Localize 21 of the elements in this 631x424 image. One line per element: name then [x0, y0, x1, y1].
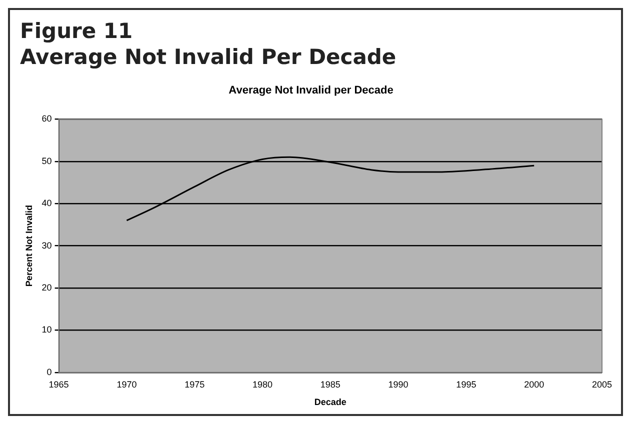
text: Average Not Invalid Per Decade: [20, 44, 398, 70]
y-tick-label: 50: [42, 156, 52, 166]
caption: Figure 11: [20, 18, 134, 44]
y-axis-title: Percent Not Invalid: [24, 205, 34, 287]
x-tick-label: 1980: [252, 379, 273, 390]
x-tick-label: 1970: [116, 379, 137, 390]
x-tick-label: 1995: [456, 379, 476, 390]
y-tick-label: 30: [42, 240, 52, 250]
x-tick-label: 1990: [388, 379, 408, 390]
y-tick-label: 60: [42, 114, 52, 124]
y-tick-label: 10: [42, 324, 52, 335]
x-tick-label: 2005: [592, 379, 612, 390]
x-tick-label: 2000: [524, 379, 544, 390]
x-tick-label: 1985: [320, 379, 340, 390]
chart-title: Average Not Invalid per Decade: [228, 84, 394, 97]
x-axis-title: Decade: [314, 397, 346, 408]
y-tick-label: 40: [42, 198, 52, 208]
x-tick-label: 1975: [184, 379, 205, 390]
y-tick-label: 0: [46, 366, 52, 377]
y-tick-label: 20: [42, 282, 52, 292]
x-tick-label: 1965: [48, 379, 69, 390]
